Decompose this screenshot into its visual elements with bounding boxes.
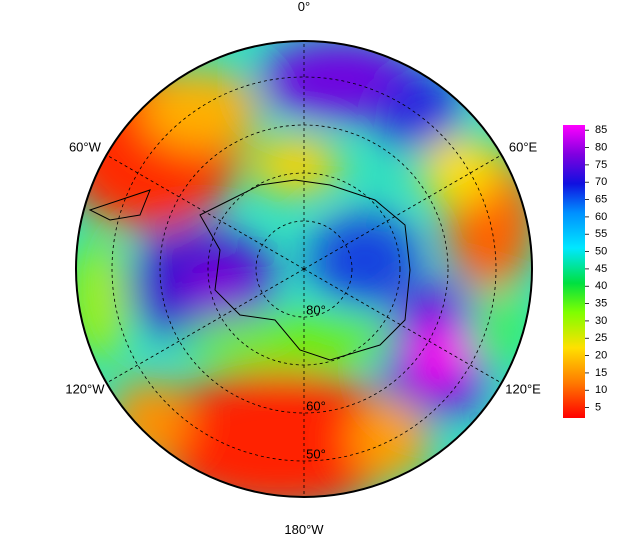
meridian [106,268,305,384]
colorbar-tick-label: 35 [595,297,607,309]
lon-label: 0° [298,0,310,14]
colorbar-tick-label: 80 [595,141,607,153]
colorbar-tick-label: 20 [595,349,607,361]
colorbar-tick-label: 70 [595,176,607,188]
colorbar-tick-label: 15 [595,367,607,379]
colorbar-tick-label: 55 [595,228,607,240]
map-border [75,40,533,498]
colorbar-tick-label: 10 [595,384,607,396]
colorbar-tick-label: 30 [595,315,607,327]
colorbar-tick-label: 5 [595,402,601,414]
meridian [106,154,305,270]
colorbar-tick-label: 65 [595,193,607,205]
lon-label: 120°W [65,381,105,396]
lon-label: 180°W [284,522,324,537]
meridian [303,154,502,270]
colorbar-tick-label: 50 [595,245,607,257]
colorbar-tick-label: 45 [595,263,607,275]
lon-label: 120°E [505,381,541,396]
lat-label: 50° [306,446,326,461]
colorbar-tick-label: 85 [595,124,607,136]
colorbar-tick-label: 25 [595,332,607,344]
lon-label: 60°W [69,139,102,154]
lat-label: 80° [306,302,326,317]
labels: 0° 60°E 120°E 180°W 120°W 60°W 80° 60° 50° 5 10 15 2… [65,0,607,537]
lat-label: 60° [306,398,326,413]
lat-circle [255,220,353,318]
colorbar [563,125,585,418]
colorbar-tick-label: 60 [595,211,607,223]
colorbar-tick-label: 75 [595,159,607,171]
graticule [106,41,502,497]
colorbar-tick-label: 40 [595,280,607,292]
lon-label: 60°E [509,139,538,154]
meridian [303,268,502,384]
field [76,41,532,497]
coastline [88,189,151,221]
